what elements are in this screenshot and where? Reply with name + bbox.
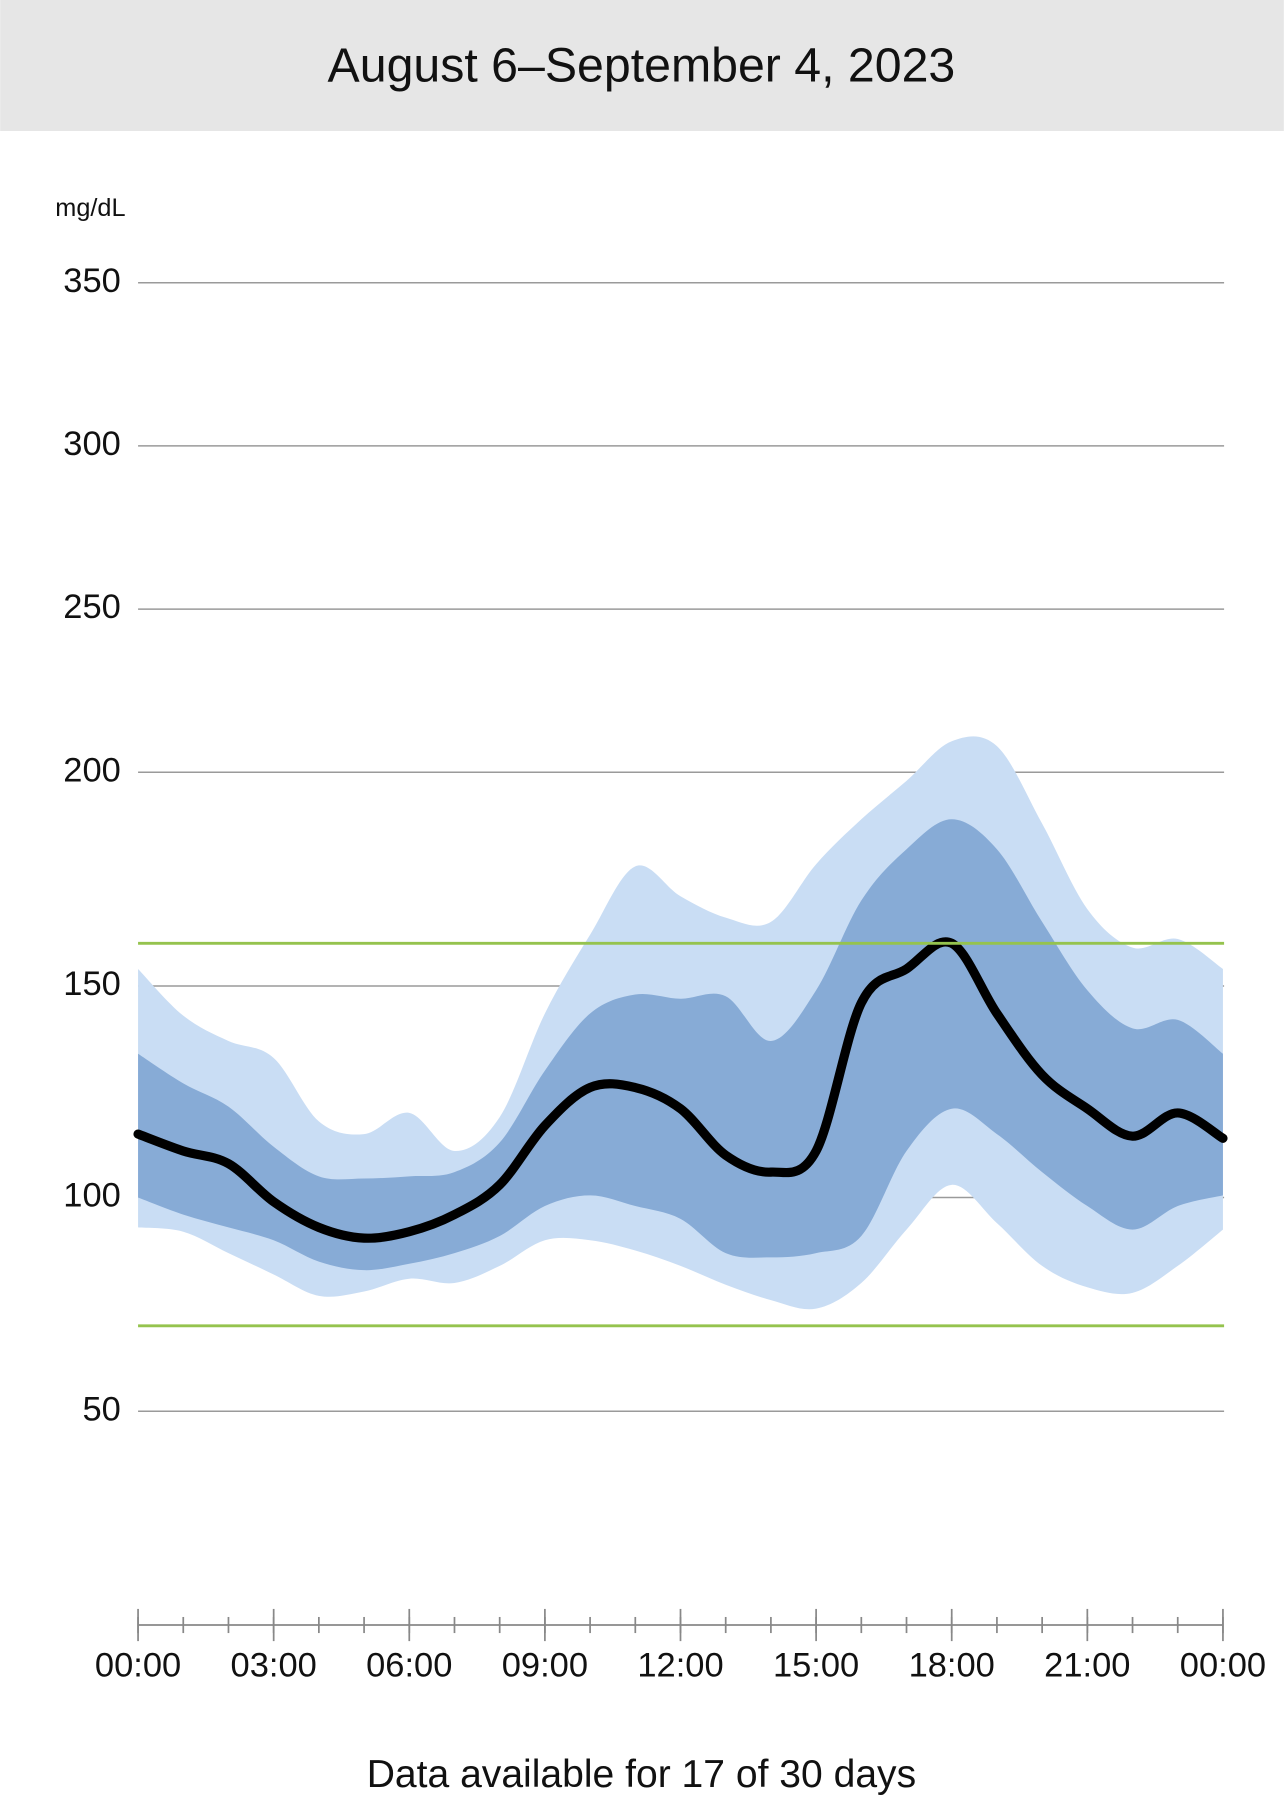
header-bar bbox=[0, 0, 1284, 132]
x-tick-label: 00:00 bbox=[95, 1647, 181, 1685]
y-tick-label: 200 bbox=[63, 751, 121, 789]
x-tick-label: 06:00 bbox=[366, 1647, 452, 1685]
y-tick-label: 350 bbox=[63, 262, 121, 300]
footer-note: Data available for 17 of 30 days bbox=[367, 1753, 916, 1796]
x-tick-label: 12:00 bbox=[637, 1647, 723, 1685]
x-tick-label: 15:00 bbox=[773, 1647, 859, 1685]
x-tick-label: 03:00 bbox=[231, 1647, 317, 1685]
y-axis-label: mg/dL bbox=[55, 194, 125, 222]
plot-area: 50 100 150 200 250 300 350 00:00 03:00 06:00 09:00… bbox=[63, 262, 1266, 1685]
chart-title: August 6–September 4, 2023 bbox=[328, 39, 956, 93]
x-tick-label: 09:00 bbox=[502, 1647, 588, 1685]
y-tick-label: 250 bbox=[63, 588, 121, 626]
y-tick-label: 50 bbox=[82, 1390, 120, 1428]
y-tick-label: 100 bbox=[63, 1177, 121, 1215]
y-tick-label: 300 bbox=[63, 425, 121, 463]
x-tick-label: 18:00 bbox=[909, 1647, 995, 1685]
x-tick-label: 00:00 bbox=[1180, 1647, 1266, 1685]
y-tick-label: 150 bbox=[63, 965, 121, 1003]
median-line bbox=[133, 937, 1228, 1243]
percentile-band bbox=[138, 819, 1223, 1271]
x-tick-label: 21:00 bbox=[1044, 1647, 1130, 1685]
